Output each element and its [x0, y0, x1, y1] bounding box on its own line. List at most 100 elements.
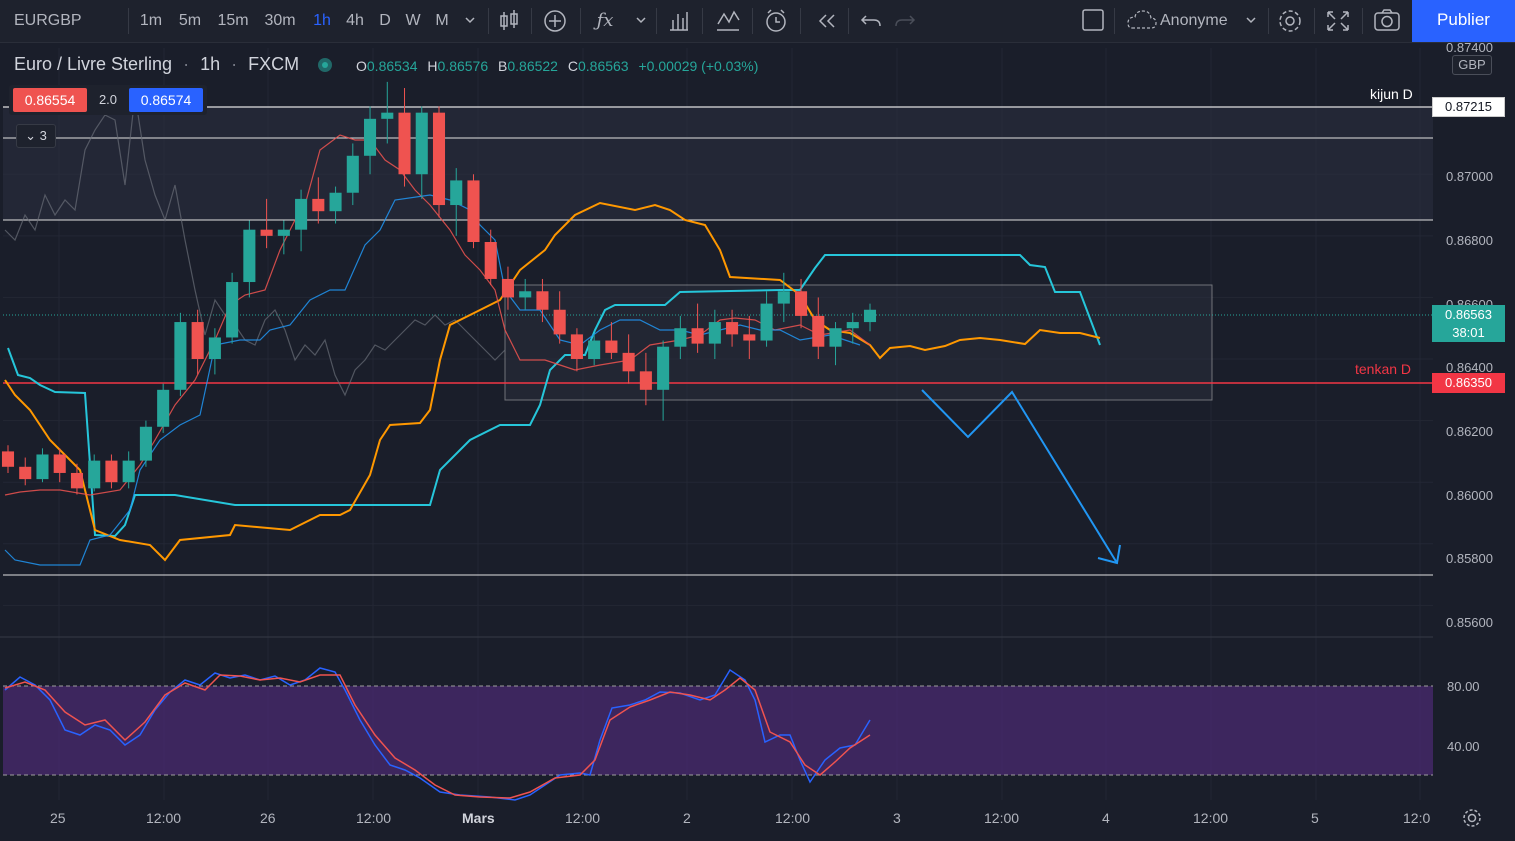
candle-body[interactable]: [312, 198, 325, 212]
candle-body[interactable]: [329, 192, 342, 212]
candle-body[interactable]: [657, 346, 670, 390]
ohlc-values: O0.86534 H0.86576 B0.86522 C0.86563 +0.0…: [356, 58, 764, 74]
sell-button[interactable]: 0.86554: [13, 88, 87, 112]
symbol-legend[interactable]: Euro / Livre Sterling · 1h · FXCM: [14, 54, 305, 78]
candle-body[interactable]: [846, 322, 859, 329]
candle-body[interactable]: [450, 180, 463, 206]
interval-1m[interactable]: 1m: [139, 12, 163, 29]
candle-body[interactable]: [760, 303, 773, 341]
candle-body[interactable]: [501, 278, 514, 298]
interval-4h[interactable]: 4h: [346, 12, 364, 29]
publish-button[interactable]: Publier: [1412, 0, 1515, 42]
candle-body[interactable]: [105, 460, 118, 483]
candle-body[interactable]: [243, 229, 256, 283]
oscillator-k-line: [4, 667, 871, 801]
price-label: 0.86800: [1446, 233, 1493, 248]
interval-30m[interactable]: 30m: [264, 12, 296, 29]
indicators-toggle[interactable]: ⌄ 3: [16, 124, 56, 148]
candle-body[interactable]: [398, 112, 411, 175]
indicators-icon[interactable]: ƒx: [596, 10, 614, 31]
candle-body[interactable]: [863, 309, 877, 323]
spread-value: 2.0: [98, 92, 118, 107]
bar-style-icon[interactable]: [496, 0, 522, 42]
candle-body[interactable]: [364, 118, 377, 156]
settings-icon[interactable]: [1276, 0, 1304, 42]
kijun-price-tag: 0.87215: [1432, 97, 1505, 117]
fullscreen-icon[interactable]: [1324, 0, 1352, 42]
candle-body[interactable]: [122, 460, 135, 483]
candle-body[interactable]: [639, 371, 652, 390]
candle-body[interactable]: [743, 334, 756, 341]
candle-body[interactable]: [88, 460, 101, 489]
candle-body[interactable]: [260, 229, 273, 236]
candle-body[interactable]: [295, 198, 308, 230]
candle-body[interactable]: [346, 155, 359, 193]
axis-settings-icon[interactable]: [1461, 807, 1483, 829]
snapshot-icon[interactable]: [1372, 0, 1402, 42]
candle-body[interactable]: [691, 328, 704, 344]
interval-d[interactable]: D: [379, 12, 391, 29]
chevron-down-icon[interactable]: [1244, 0, 1258, 42]
interval-5m[interactable]: 5m: [178, 12, 202, 29]
market-status-dot: [322, 62, 328, 68]
candle-body[interactable]: [19, 466, 32, 480]
candlestick-series[interactable]: [1, 81, 877, 495]
undo-icon[interactable]: [858, 0, 884, 42]
countdown-tag: 38:01: [1432, 324, 1505, 342]
candle-body[interactable]: [605, 340, 618, 353]
candle-body[interactable]: [277, 229, 290, 236]
candle-body[interactable]: [70, 472, 83, 489]
candle-body[interactable]: [381, 112, 394, 119]
current-price-tag: 0.86563: [1432, 305, 1505, 325]
candle-body[interactable]: [208, 337, 221, 360]
financials-icon[interactable]: [666, 0, 692, 42]
chevron-down-icon[interactable]: [460, 0, 480, 42]
projection-arrow[interactable]: [921, 389, 1118, 564]
candle-body[interactable]: [812, 315, 825, 347]
candle-body[interactable]: [36, 454, 49, 480]
price-label: 0.86400: [1446, 360, 1493, 375]
candle-body[interactable]: [415, 112, 428, 175]
interval-w[interactable]: W: [405, 12, 421, 29]
candle-body[interactable]: [588, 340, 601, 360]
candle-body[interactable]: [174, 322, 187, 390]
candle-body[interactable]: [519, 291, 532, 298]
candle-body[interactable]: [226, 282, 239, 338]
candle-body[interactable]: [570, 334, 583, 360]
currency-badge[interactable]: GBP: [1452, 55, 1492, 75]
interval-m[interactable]: M: [435, 12, 449, 29]
candle-body[interactable]: [726, 322, 739, 335]
candle-body[interactable]: [1, 451, 15, 467]
interval-1h[interactable]: 1h: [313, 12, 331, 29]
candle-body[interactable]: [553, 309, 566, 335]
interval-15m[interactable]: 15m: [217, 12, 249, 29]
candle-body[interactable]: [777, 291, 790, 304]
alert-icon[interactable]: [762, 0, 790, 42]
symbol-search[interactable]: EURGBP: [14, 12, 82, 29]
toolbar-divider: [1314, 8, 1315, 34]
candle-body[interactable]: [432, 112, 446, 206]
toolbar-divider: [1268, 8, 1269, 34]
candle-body[interactable]: [157, 389, 170, 427]
replay-icon[interactable]: [812, 0, 840, 42]
redo-icon[interactable]: [892, 0, 918, 42]
candle-body[interactable]: [484, 242, 497, 279]
candle-body[interactable]: [708, 322, 721, 344]
candle-body[interactable]: [467, 180, 480, 242]
templates-icon[interactable]: [714, 0, 742, 42]
chart-canvas[interactable]: [0, 43, 1515, 841]
candle-body[interactable]: [536, 291, 549, 310]
add-compare-icon[interactable]: [542, 0, 568, 42]
candle-body[interactable]: [53, 454, 66, 473]
account-menu[interactable]: Anonyme: [1160, 12, 1228, 29]
candle-body[interactable]: [139, 426, 152, 461]
layout-icon[interactable]: [1080, 0, 1106, 42]
time-label: 2: [683, 810, 691, 826]
chevron-down-icon[interactable]: [634, 0, 648, 42]
buy-button[interactable]: 0.86574: [129, 88, 203, 112]
candle-body[interactable]: [191, 322, 204, 360]
candle-body[interactable]: [622, 352, 635, 372]
candle-body[interactable]: [795, 291, 808, 316]
candle-body[interactable]: [674, 328, 687, 347]
candle-body[interactable]: [829, 328, 842, 347]
